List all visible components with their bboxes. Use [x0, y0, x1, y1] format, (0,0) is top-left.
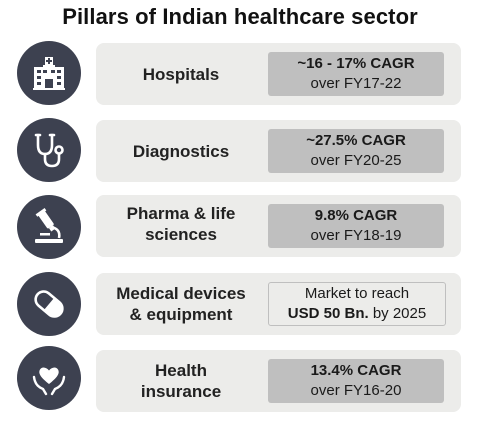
stat-highlight: ~16 - 17% CAGR	[297, 55, 415, 72]
hospital-icon	[17, 41, 81, 105]
pillar-label: Pharma & life sciences	[96, 191, 266, 257]
pillar-card: Pharma & life sciences 9.8% CAGR over FY…	[96, 195, 461, 257]
stat-period: over FY18-19	[310, 227, 402, 244]
pillar-hospitals: Hospitals ~16 - 17% CAGR over FY17-22	[0, 41, 480, 105]
pillar-stat: Market to reach USD 50 Bn. by 2025	[268, 282, 446, 326]
pillar-label: Hospitals	[96, 43, 266, 105]
pillar-label-line: Health	[155, 361, 207, 380]
stat-period-suffix: by 2025	[368, 305, 427, 322]
pillar-label-line: & equipment	[129, 305, 233, 324]
stat-period: over FY17-22	[310, 75, 402, 92]
pillar-label-line: Medical devices	[116, 284, 246, 303]
stat-period: USD 50 Bn. by 2025	[288, 304, 426, 324]
pillar-label: Medical devices & equipment	[96, 273, 266, 335]
pillar-card: Hospitals ~16 - 17% CAGR over FY17-22	[96, 43, 461, 105]
page-title: Pillars of Indian healthcare sector	[62, 4, 418, 29]
pillar-card: Medical devices & equipment Market to re…	[96, 273, 461, 335]
pillar-label-line: Pharma & life	[126, 204, 236, 223]
pillar-stat: 13.4% CAGR over FY16-20	[268, 359, 444, 403]
stat-highlight: 13.4% CAGR	[310, 362, 402, 379]
pillar-stat: ~16 - 17% CAGR over FY17-22	[268, 52, 444, 96]
pillar-label-line: sciences	[145, 225, 217, 244]
stat-value: USD 50 Bn.	[287, 305, 369, 322]
stat-highlight: ~27.5% CAGR	[306, 132, 406, 149]
stat-highlight: 9.8% CAGR	[314, 207, 398, 224]
pillar-card: Health insurance 13.4% CAGR over FY16-20	[96, 350, 461, 412]
pillar-medical-devices: Medical devices & equipment Market to re…	[0, 272, 480, 336]
pillar-label: Health insurance	[96, 350, 266, 412]
stat-period: over FY16-20	[310, 382, 402, 399]
pillar-label-line: Hospitals	[142, 64, 220, 84]
stat-highlight: Market to reach	[304, 285, 410, 302]
pillar-label: Diagnostics	[96, 120, 266, 182]
pillar-stat: 9.8% CAGR over FY18-19	[268, 204, 444, 248]
pill-capsule-icon	[17, 272, 81, 336]
stethoscope-icon	[17, 118, 81, 182]
pillar-label-line: insurance	[140, 382, 222, 401]
pillar-health-insurance: Health insurance 13.4% CAGR over FY16-20	[0, 346, 480, 412]
stat-period: over FY20-25	[310, 152, 402, 169]
pillar-stat: ~27.5% CAGR over FY20-25	[268, 129, 444, 173]
pillar-diagnostics: Diagnostics ~27.5% CAGR over FY20-25	[0, 118, 480, 182]
pillar-card: Diagnostics ~27.5% CAGR over FY20-25	[96, 120, 461, 182]
pillar-pharma: Pharma & life sciences 9.8% CAGR over FY…	[0, 195, 480, 259]
microscope-icon	[17, 195, 81, 259]
pillar-label-line: Diagnostics	[132, 141, 230, 161]
heart-hands-icon	[17, 346, 81, 410]
